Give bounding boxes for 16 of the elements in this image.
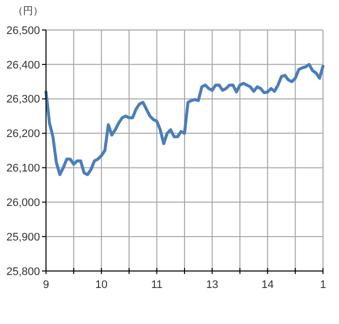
y-tick-label: 26,200 [6,128,40,140]
x-tick-label: 1 [320,279,326,291]
y-tick-label: 25,800 [6,266,40,278]
x-tick-label: 9 [42,279,50,291]
x-tick-label: 14 [261,279,274,291]
y-tick-label: 26,100 [6,162,40,175]
line-series [44,62,324,176]
y-tick-label: 25,900 [6,231,40,244]
x-tick-label: 13 [206,279,218,291]
y-tick-label: 26,500 [6,24,40,37]
y-axis-title: （円） [13,6,43,17]
x-tick-label: 10 [95,279,108,291]
y-tick-label: 26,300 [6,94,40,106]
y-tick-label: 26,000 [6,196,40,209]
x-tick-label: 11 [151,279,163,291]
y-tick-label: 26,400 [6,59,40,72]
